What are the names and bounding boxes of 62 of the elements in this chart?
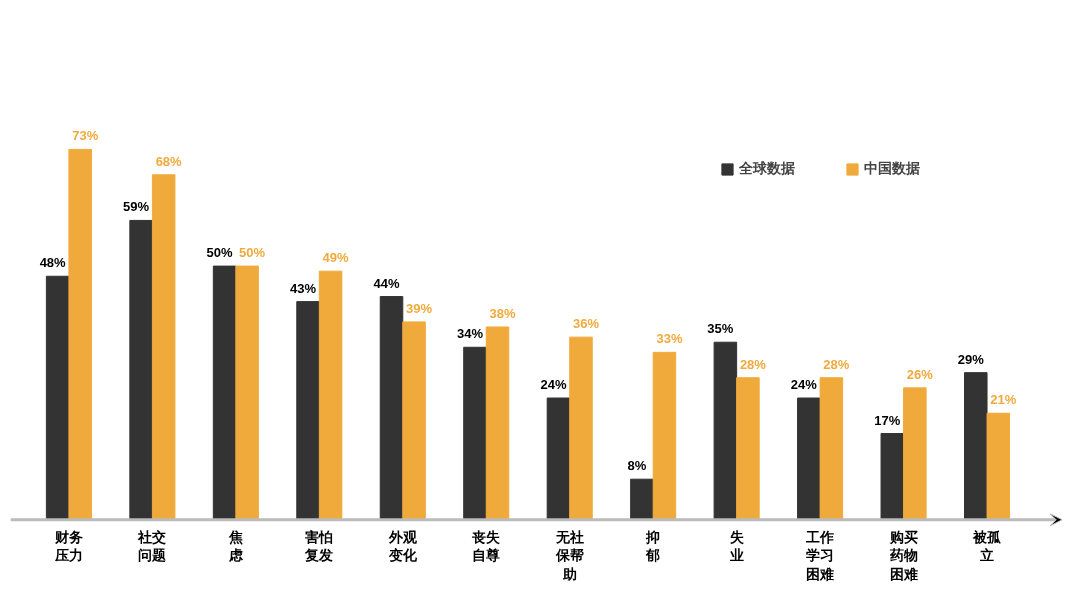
data-label: 49% (322, 250, 350, 266)
data-label: 68% (155, 153, 183, 169)
data-label: 17% (874, 412, 901, 428)
bar (797, 397, 821, 521)
x-tick-label: 失业 (728, 529, 745, 564)
bar (986, 412, 1011, 521)
data-label: 73% (72, 128, 99, 144)
data-label: 48% (39, 255, 67, 271)
bar (151, 174, 176, 521)
bar (45, 275, 70, 521)
bar (296, 301, 320, 521)
data-label: 28% (739, 356, 767, 372)
data-label: 8% (627, 458, 647, 474)
bar (546, 397, 571, 521)
data-label: 21% (990, 392, 1017, 408)
data-label: 24% (540, 377, 567, 393)
data-label: 34% (456, 326, 484, 342)
x-tick-label: 焦虑 (227, 529, 244, 564)
legend-label: 全球数据 (739, 160, 795, 178)
data-label: 24% (790, 377, 818, 393)
data-label: 28% (823, 356, 850, 372)
data-label: 43% (290, 280, 317, 296)
bar (379, 296, 404, 521)
data-label: 50% (206, 245, 234, 261)
x-tick-label: 无社保帮助 (554, 529, 584, 582)
x-tick-label: 害怕复发 (304, 529, 334, 564)
bar (129, 219, 153, 521)
x-tick-label: 财务压力 (53, 529, 83, 564)
data-label: 38% (489, 305, 516, 321)
bar (318, 270, 343, 521)
bar (235, 265, 259, 521)
bar (485, 326, 510, 521)
bar (964, 372, 988, 521)
data-label: 50% (239, 245, 266, 261)
data-label: 59% (123, 199, 150, 215)
x-tick-label: 被孤立 (972, 529, 1003, 564)
bar (652, 351, 677, 521)
x-tick-label: 外观变化 (387, 529, 418, 564)
x-tick-label: 丧失自尊 (471, 529, 502, 564)
x-tick-label: 抑郁 (645, 529, 661, 564)
bar (713, 341, 738, 521)
x-tick-label: 工作学习困难 (805, 529, 835, 582)
data-label: 44% (373, 275, 400, 291)
data-label: 26% (906, 366, 934, 382)
data-label: 29% (957, 351, 985, 367)
bar (819, 377, 844, 521)
data-label: 35% (707, 321, 734, 337)
data-label: 36% (572, 316, 600, 332)
x-tick-label: 社交问题 (137, 529, 167, 564)
data-label: 39% (406, 300, 433, 316)
bar (212, 265, 237, 521)
bar (569, 336, 593, 521)
bar (630, 478, 654, 521)
bar (903, 387, 927, 521)
data-label: 33% (656, 331, 683, 347)
bar (68, 148, 92, 521)
legend-label: 中国数据 (864, 160, 920, 178)
bar (736, 377, 760, 521)
bar (880, 433, 905, 521)
x-tick-label: 购买药物困难 (888, 529, 918, 582)
bar (463, 346, 487, 521)
bar (402, 321, 426, 521)
